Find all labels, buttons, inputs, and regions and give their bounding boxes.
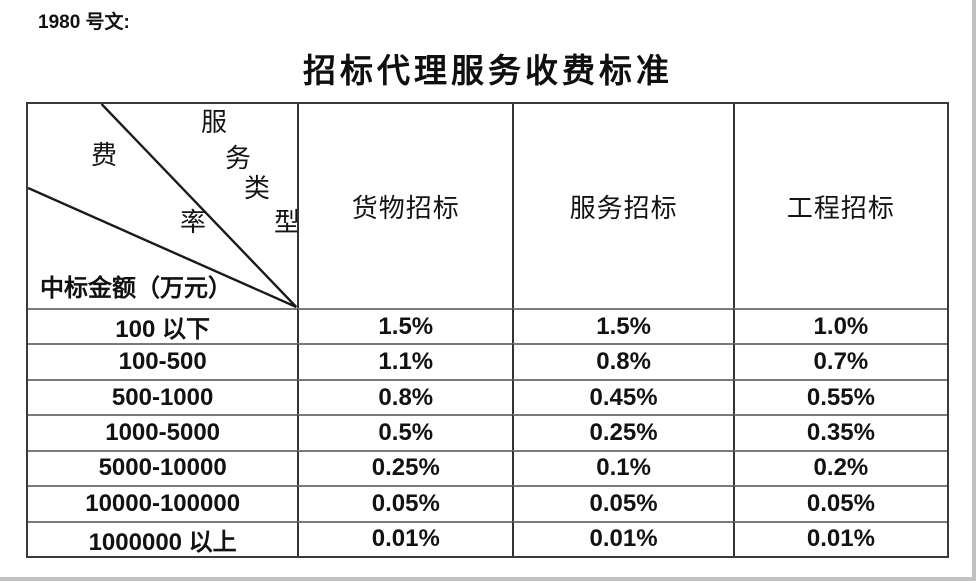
row-label: 10000-100000: [28, 485, 298, 520]
row-label: 1000-5000: [28, 414, 298, 449]
corner-amount-axis-label: 中标金额（万元）: [40, 276, 232, 302]
page-title: 招标代理服务收费标准: [303, 54, 673, 90]
corner-service-type-char: 类: [244, 174, 271, 203]
rate-cell: 0.1%: [512, 449, 733, 486]
corner-service-type-char: 务: [225, 144, 252, 173]
page-edge-right: [972, 0, 976, 581]
table-corner-cell: 费 服 务 类 型 率 中标金额（万元）: [28, 104, 297, 308]
rate-cell: 1.0%: [732, 308, 947, 344]
rate-cell: 0.7%: [732, 343, 947, 379]
rate-cell: 0.55%: [732, 378, 947, 415]
corner-service-type-char: 服: [201, 108, 228, 137]
rate-cell: 0.05%: [297, 485, 513, 521]
corner-rate-char: 率: [180, 208, 207, 237]
row-label: 500-1000: [28, 378, 298, 414]
rate-cell: 0.05%: [512, 485, 733, 521]
column-header-goods: 货物招标: [297, 104, 512, 308]
rate-cell: 1.5%: [297, 308, 513, 344]
rate-cell: 0.35%: [732, 414, 947, 450]
row-label: 5000-10000: [28, 449, 298, 485]
corner-service-type-char: 型: [274, 208, 298, 237]
rate-cell: 1.1%: [297, 343, 513, 379]
fee-standard-table: 费 服 务 类 型 率 中标金额（万元） 货物招标 服务招标 工程招标 100 …: [26, 102, 949, 558]
rate-cell: 1.5%: [512, 308, 733, 344]
diagonal-divider-lines: [28, 104, 298, 308]
rate-cell: 0.2%: [732, 449, 947, 486]
rate-cell: 0.25%: [297, 449, 513, 486]
rate-cell: 0.01%: [512, 520, 733, 556]
page-edge-bottom: [0, 577, 976, 581]
column-header-works: 工程招标: [732, 104, 947, 308]
row-label: 100-500: [28, 343, 298, 378]
rate-cell: 0.8%: [512, 343, 733, 379]
rate-cell: 0.8%: [297, 378, 513, 415]
document-number: 1980 号文:: [38, 12, 130, 33]
rate-cell: 0.01%: [732, 520, 947, 556]
column-header-services: 服务招标: [512, 104, 733, 308]
row-label: 1000000 以上: [28, 520, 298, 556]
rate-cell: 0.05%: [732, 485, 947, 521]
corner-fee-char: 费: [91, 141, 118, 170]
rate-cell: 0.25%: [512, 414, 733, 450]
rate-cell: 0.45%: [512, 378, 733, 415]
rate-cell: 0.5%: [297, 414, 513, 450]
rate-cell: 0.01%: [297, 520, 513, 556]
row-label: 100 以下: [28, 308, 298, 343]
